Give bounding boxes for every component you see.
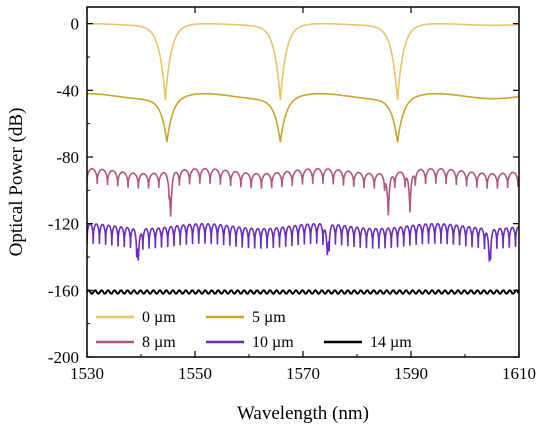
- legend-label: 0 µm: [142, 309, 176, 326]
- x-tick-label: 1610: [502, 364, 536, 383]
- y-tick-label: -200: [48, 348, 79, 367]
- series-line-1: [87, 92, 519, 143]
- series-line-3: [87, 222, 519, 262]
- legend-label: 5 µm: [252, 309, 286, 326]
- legend-label: 10 µm: [252, 334, 294, 351]
- x-tick-label: 1550: [178, 364, 212, 383]
- legend-label: 8 µm: [142, 334, 176, 351]
- series-line-2: [87, 167, 519, 217]
- y-tick-label: -40: [56, 81, 79, 100]
- y-tick-label: -120: [48, 215, 79, 234]
- y-tick-label: 0: [71, 15, 80, 34]
- series-line-4: [87, 289, 519, 295]
- legend-label: 14 µm: [370, 334, 412, 351]
- x-axis: 1530 1550 1570 1590 1610: [70, 7, 536, 383]
- y-axis: 0 -40 -80 -120 -160 -200: [48, 15, 519, 367]
- y-tick-label: -80: [56, 148, 79, 167]
- series-line-0: [87, 22, 519, 100]
- x-tick-label: 1530: [70, 364, 104, 383]
- x-tick-label: 1590: [394, 364, 428, 383]
- y-axis-title: Optical Power (dB): [6, 108, 27, 257]
- plot-series: [87, 22, 519, 295]
- x-axis-title: Wavelength (nm): [237, 403, 369, 424]
- y-tick-label: -160: [48, 281, 79, 300]
- legend: 0 µm 5 µm 8 µm 10 µm 14 µm: [96, 309, 412, 351]
- x-tick-label: 1570: [286, 364, 320, 383]
